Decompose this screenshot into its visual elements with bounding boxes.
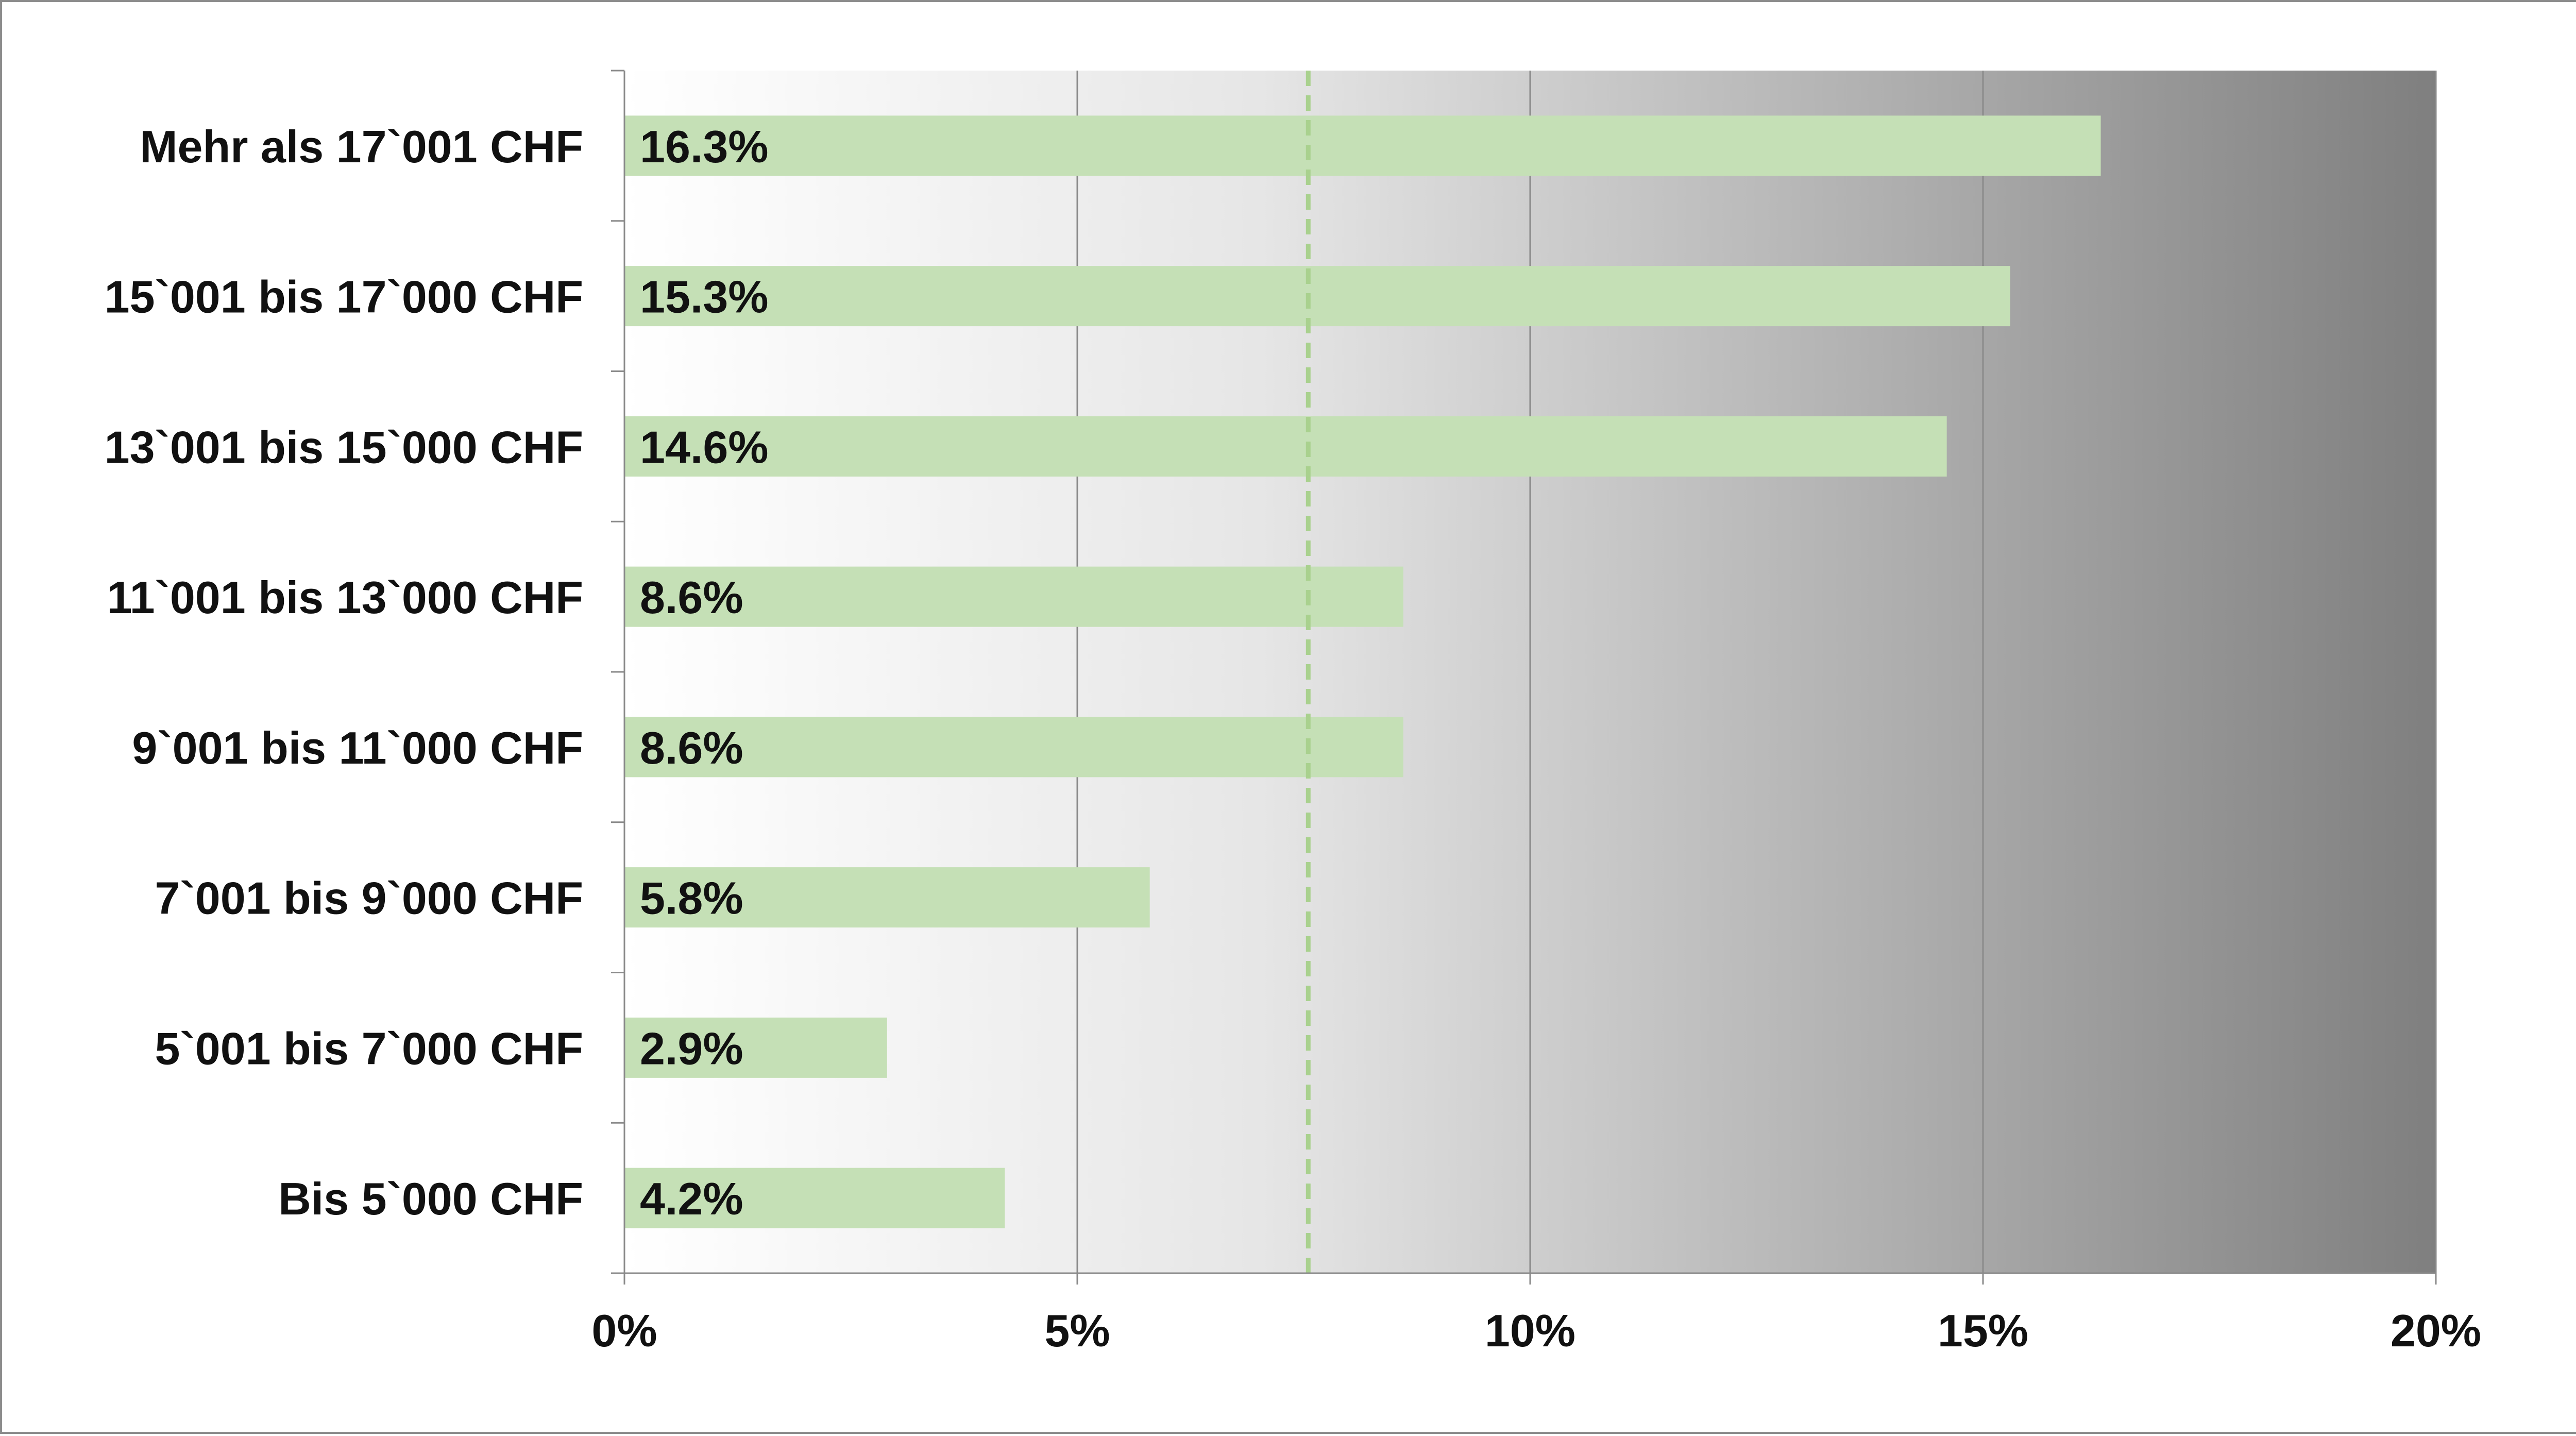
- data-label: 14.6%: [640, 421, 769, 472]
- data-label: 15.3%: [640, 272, 769, 323]
- bar: [624, 1017, 887, 1078]
- bar: [624, 266, 2010, 327]
- labels: 16.3% Mehr als 17`001 CHF 15.3% 15`001 bis …: [105, 121, 2481, 1356]
- category-label: 9`001 bis 11`000 CHF: [132, 722, 583, 773]
- category-label: Mehr als 17`001 CHF: [140, 121, 583, 172]
- data-label: 5.8%: [640, 873, 743, 924]
- bar: [624, 115, 2101, 176]
- x-tick-label: 0%: [591, 1305, 657, 1356]
- data-label: 8.6%: [640, 722, 743, 773]
- category-label: 5`001 bis 7`000 CHF: [155, 1023, 584, 1074]
- x-tick-label: 20%: [2391, 1305, 2481, 1356]
- bar: [624, 416, 1947, 477]
- data-label: 2.9%: [640, 1023, 743, 1074]
- category-label: 15`001 bis 17`000 CHF: [105, 272, 583, 323]
- data-label: 4.2%: [640, 1173, 743, 1224]
- data-label: 16.3%: [640, 121, 769, 172]
- x-tick-label: 10%: [1485, 1305, 1575, 1356]
- bar: [624, 867, 1150, 928]
- data-label: 8.6%: [640, 572, 743, 623]
- bars: [624, 115, 2101, 1228]
- category-label: 13`001 bis 15`000 CHF: [105, 421, 583, 472]
- bar: [624, 717, 1403, 778]
- category-label: Bis 5`000 CHF: [278, 1173, 583, 1224]
- category-label: 11`001 bis 13`000 CHF: [107, 572, 583, 623]
- x-tick-label: 5%: [1044, 1305, 1110, 1356]
- axes: [611, 70, 2437, 1285]
- bar: [624, 1168, 1005, 1228]
- x-tick-label: 15%: [1938, 1305, 2028, 1356]
- category-label: 7`001 bis 9`000 CHF: [155, 873, 584, 924]
- bar: [624, 566, 1403, 627]
